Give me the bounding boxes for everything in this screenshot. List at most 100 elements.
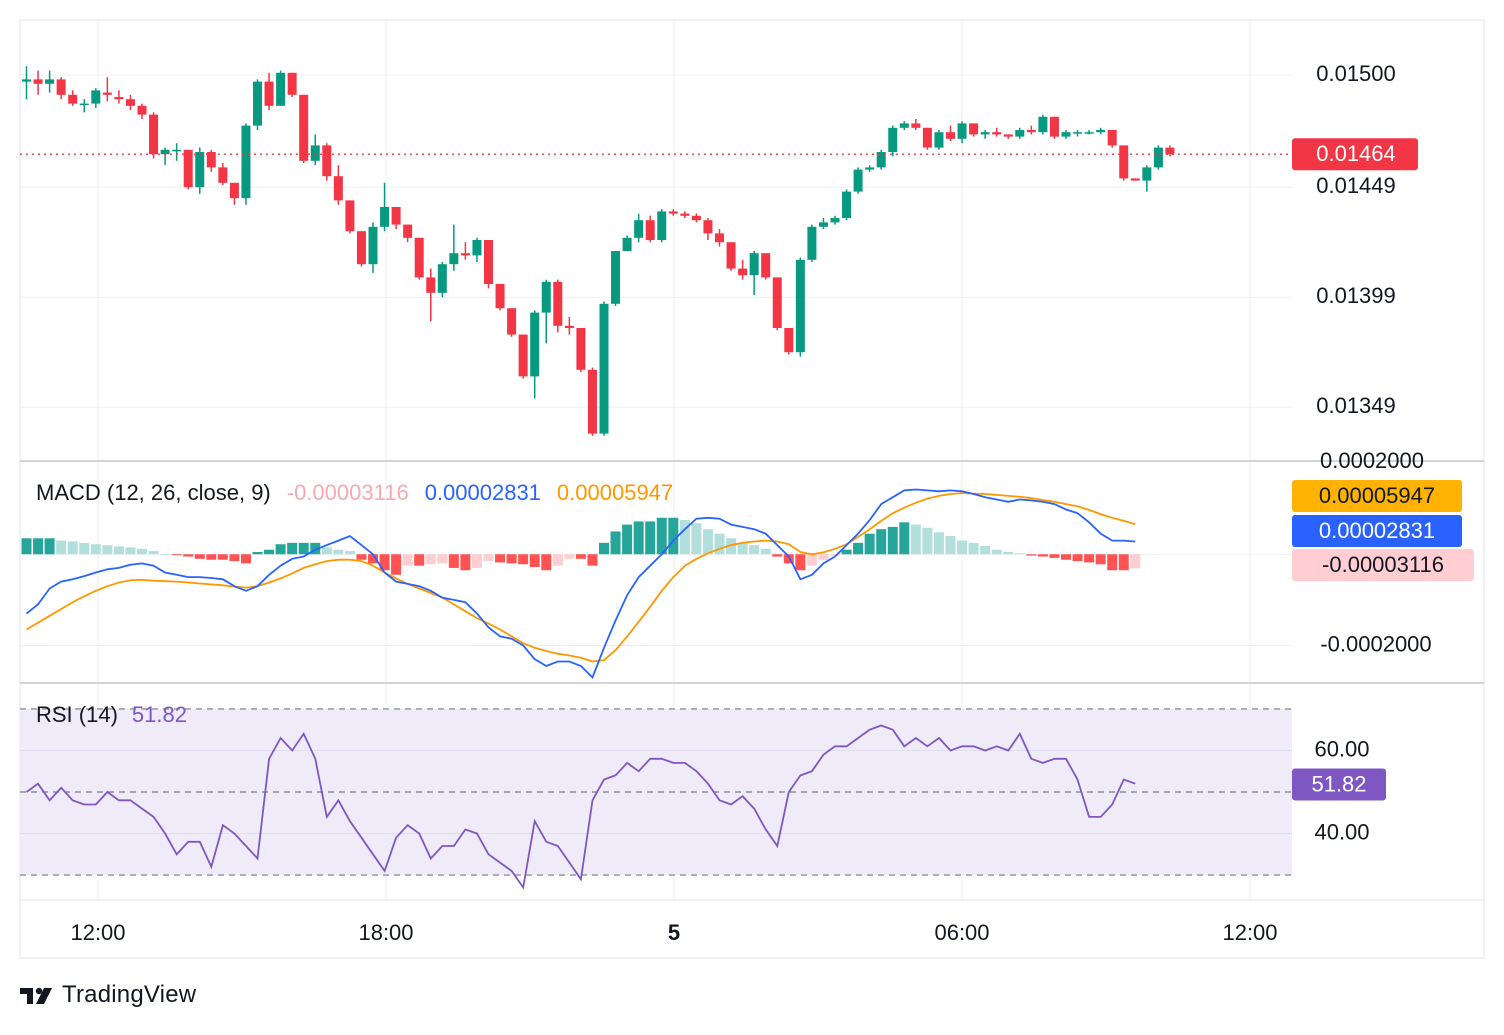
macd-histogram-bar xyxy=(1061,554,1071,560)
time-axis-label: 18:00 xyxy=(358,920,413,945)
macd-histogram-bar xyxy=(864,533,875,555)
macd-axis-label: 0.0002000 xyxy=(1320,448,1424,473)
macd-histogram-bar xyxy=(471,554,482,568)
candle-down xyxy=(703,220,713,234)
rsi-value-badge xyxy=(1292,768,1386,801)
current-price-badge xyxy=(1292,138,1418,171)
candle-up xyxy=(830,218,840,223)
macd-histogram-bar xyxy=(933,532,944,555)
macd-histogram-bar xyxy=(1084,554,1095,563)
candle-down xyxy=(992,132,1002,135)
candle-down xyxy=(414,237,424,278)
macd-histogram-bar xyxy=(1014,553,1025,555)
candle-up xyxy=(1015,130,1025,137)
macd-histogram-bar xyxy=(818,554,829,560)
candle-up xyxy=(611,251,621,304)
candle-up xyxy=(899,123,909,128)
candle-up xyxy=(807,226,817,260)
candle-down xyxy=(345,200,355,232)
macd-histogram-bar xyxy=(622,524,633,555)
candle-down xyxy=(460,253,470,256)
candle-up xyxy=(980,132,990,135)
candle-down xyxy=(946,132,955,139)
macd-histogram-bar xyxy=(783,554,794,564)
signal-value-badge xyxy=(1292,480,1462,512)
candle-down xyxy=(691,215,701,221)
candle-up xyxy=(865,167,875,170)
candle-down xyxy=(426,277,436,293)
macd-histogram-bar xyxy=(310,542,321,555)
price-axis-label: 0.01349 xyxy=(1316,393,1396,418)
macd-histogram-bar xyxy=(264,549,275,555)
macd-histogram-bar xyxy=(587,554,598,566)
candle-up xyxy=(657,211,667,240)
macd-histogram-bar xyxy=(980,546,991,555)
candle-up xyxy=(541,281,551,313)
macd-histogram-bar xyxy=(645,521,656,555)
macd-histogram-bar xyxy=(506,554,517,564)
candle-up xyxy=(380,207,390,227)
candle-up xyxy=(45,79,55,84)
candle-down xyxy=(576,328,586,370)
macd-histogram-bar xyxy=(287,542,298,555)
macd-histogram-bar xyxy=(1107,554,1118,571)
macd-histogram-bar xyxy=(806,554,817,566)
macd-histogram-bar xyxy=(113,546,124,555)
candle-down xyxy=(507,308,517,335)
macd-histogram-bar xyxy=(356,554,367,560)
candle-down xyxy=(137,105,147,115)
macd-histogram-bar xyxy=(1003,551,1014,555)
rsi-badge-label: 51.82 xyxy=(1311,771,1366,796)
macd-histogram-bar xyxy=(148,551,159,555)
rsi-axis-label: 40.00 xyxy=(1314,819,1369,844)
macd-histogram-bar xyxy=(1130,554,1141,569)
candle-down xyxy=(114,97,124,100)
candle-up xyxy=(1084,132,1094,134)
macd-histogram-bar xyxy=(541,554,552,571)
candle-down xyxy=(668,211,678,214)
macd-histogram-bar xyxy=(460,554,471,571)
macd-histogram-bar xyxy=(298,542,309,555)
macd-histogram-bar xyxy=(991,549,1002,555)
macd-histogram-bar xyxy=(275,544,286,555)
macd-histogram-bar xyxy=(252,551,263,555)
brand[interactable]: TradingView xyxy=(20,981,196,1009)
macd-histogram-bar xyxy=(714,533,725,555)
macd-histogram-bar xyxy=(968,542,979,555)
candle-up xyxy=(934,132,944,148)
candle-up xyxy=(1038,116,1048,133)
macd-histogram-bar xyxy=(402,554,413,566)
candle-up xyxy=(634,220,644,238)
candle-up xyxy=(957,123,967,139)
macd-histogram-bar xyxy=(575,554,586,559)
rsi-axis-label: 60.00 xyxy=(1314,736,1369,761)
macd-histogram-bar xyxy=(749,545,760,555)
candle-up xyxy=(1096,130,1106,133)
macd-histogram-bar xyxy=(368,554,378,564)
rsi-legend: RSI (14) 51.82 xyxy=(36,702,187,727)
macd-histogram-bar xyxy=(876,529,887,555)
macd-histogram-bar xyxy=(668,517,679,555)
macd-histogram-bar xyxy=(321,547,332,555)
candle-down xyxy=(726,242,736,269)
macd-histogram-bar xyxy=(899,522,910,555)
candle-up xyxy=(368,226,378,265)
candle-down xyxy=(911,123,921,128)
candle-down xyxy=(391,207,401,225)
macd-histogram-bar xyxy=(529,554,540,568)
macd-histogram-bar xyxy=(737,542,748,555)
candle-up xyxy=(1153,147,1163,168)
macd-histogram-bar xyxy=(183,554,194,557)
candle-down xyxy=(206,152,216,168)
candle-up xyxy=(160,149,170,155)
macd-axis-label: -0.0002000 xyxy=(1320,631,1431,656)
macd-histogram-bar xyxy=(691,523,702,555)
candle-up xyxy=(818,222,828,227)
macd-histogram-bar xyxy=(564,554,575,559)
candle-down xyxy=(356,231,366,265)
candle-down xyxy=(1130,178,1140,181)
macd-histogram-bar xyxy=(483,554,494,562)
candle-up xyxy=(749,253,759,276)
